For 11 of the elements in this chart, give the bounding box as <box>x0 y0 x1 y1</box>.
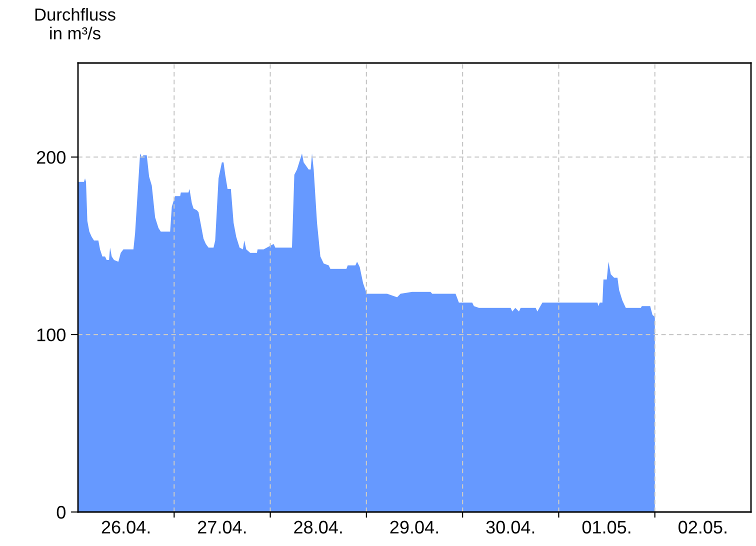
x-tick-label: 29.04. <box>390 520 438 534</box>
x-tick-label: 02.05. <box>678 520 726 534</box>
x-tick-label: 30.04. <box>486 520 534 534</box>
y-tick-label: 100 <box>37 328 66 342</box>
x-tick-label: 26.04. <box>102 520 150 534</box>
x-tick-label: 28.04. <box>294 520 342 534</box>
x-tick-label: 27.04. <box>198 520 246 534</box>
y-tick-label: 200 <box>36 150 66 164</box>
y-axis-title: Durchfluss in m³/s <box>35 8 116 40</box>
x-tick-label: 01.05. <box>582 520 630 534</box>
y-tick-label: 0 <box>56 506 66 519</box>
